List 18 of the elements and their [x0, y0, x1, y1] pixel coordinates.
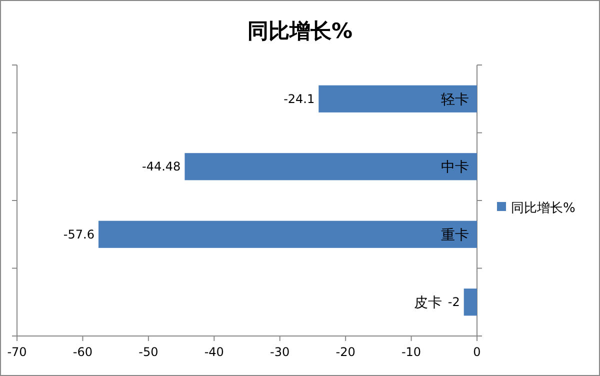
x-tick-label: 0 — [473, 345, 481, 359]
x-tick-label: -20 — [336, 345, 356, 359]
y-tick-label: 皮卡 — [414, 295, 442, 312]
x-tick-label: -40 — [204, 345, 224, 359]
x-tick-label: -70 — [7, 345, 27, 359]
x-tick-label: -60 — [72, 345, 93, 359]
data-label: -2 — [448, 295, 460, 310]
legend-label: 同比增长% — [511, 201, 576, 216]
data-label: -44.48 — [142, 160, 181, 174]
x-tick-label: -30 — [270, 345, 290, 359]
data-label: -57.6 — [63, 227, 94, 242]
x-tick-label: -50 — [138, 345, 158, 359]
chart-title: 同比增长% — [247, 19, 353, 43]
y-tick-label: 轻卡 — [441, 92, 469, 108]
data-label: -24.1 — [284, 92, 315, 106]
y-tick-label: 中卡 — [441, 160, 469, 176]
x-tick-label: -10 — [401, 345, 422, 359]
y-tick-label: 重卡 — [441, 227, 469, 244]
